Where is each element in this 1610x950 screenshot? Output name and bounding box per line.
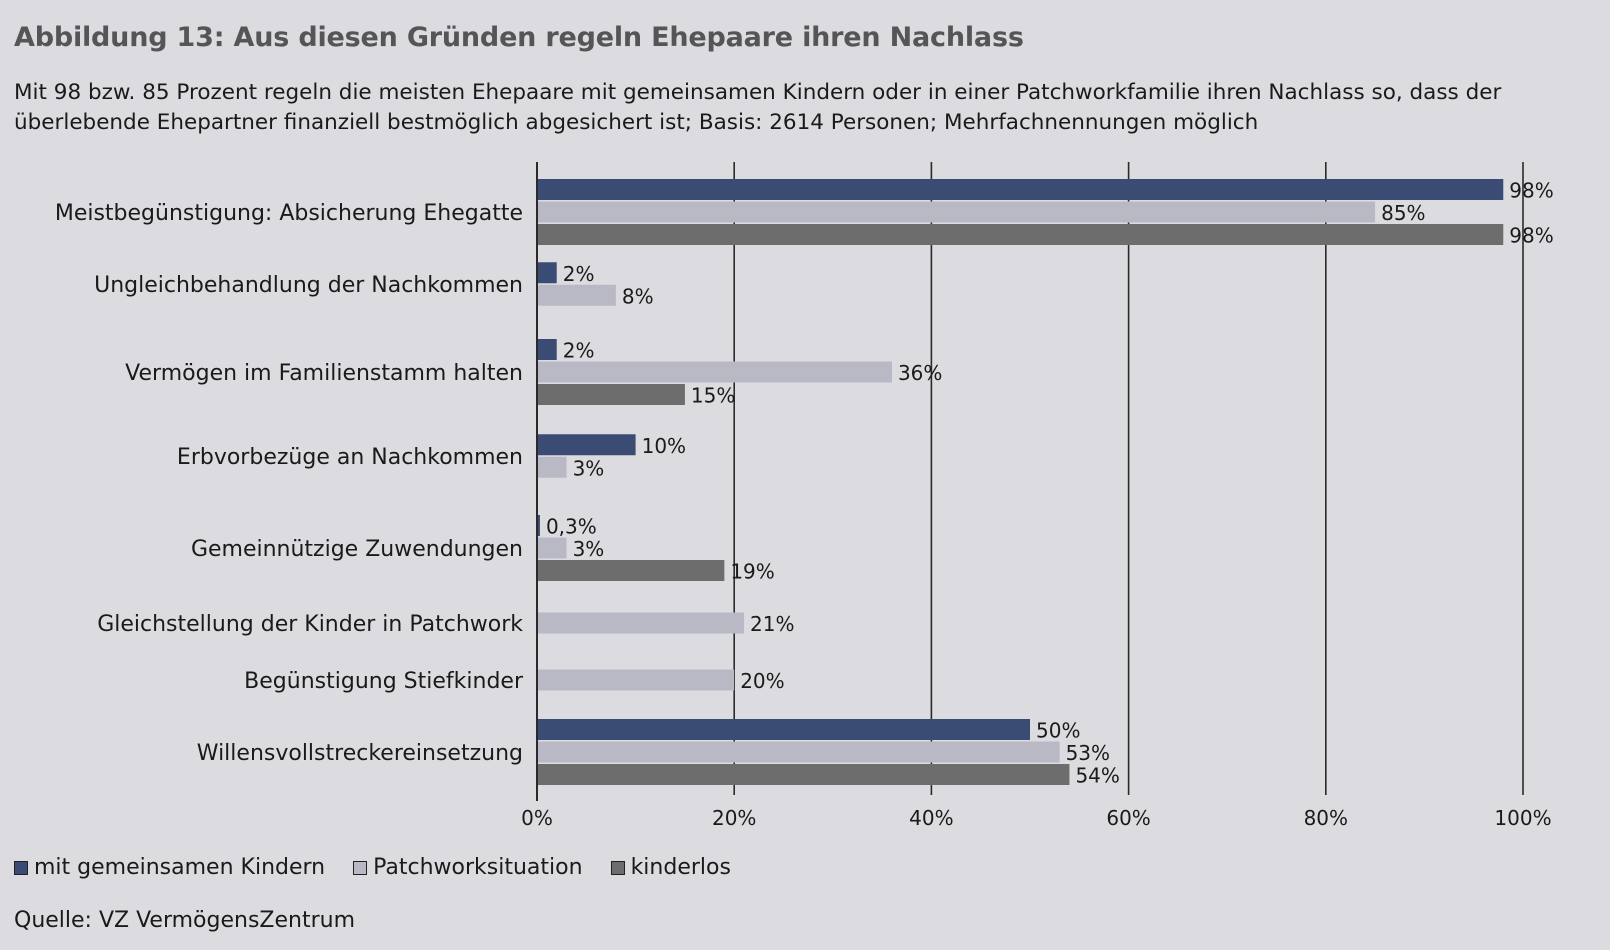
bar-patchwork-6 [537,669,735,691]
data-label-mit_kindern-3: 10% [642,434,686,458]
legend-item-kinderlos: kinderlos [610,855,731,880]
category-label-7: Willensvollstreckereinsetzung [197,741,523,766]
category-label-5: Gleichstellung der Kinder in Patchwork [97,612,523,637]
data-label-mit_kindern-1: 2% [563,262,595,286]
chart-subtitle: Mit 98 bzw. 85 Prozent regeln die meiste… [14,80,1502,135]
x-tick-label-100: 100% [1494,806,1551,830]
data-label-patchwork-1: 8% [622,284,654,308]
data-label-mit_kindern-2: 2% [563,339,595,363]
bar-patchwork-4 [537,537,567,559]
bar-patchwork-2 [537,361,892,383]
bar-kinderlos-7 [537,764,1070,785]
chart-title: Abbildung 13: Aus diesen Gründen regeln … [14,22,1024,53]
bar-kinderlos-4 [537,560,725,581]
data-label-patchwork-3: 3% [573,456,605,480]
bar-patchwork-0 [537,201,1376,223]
x-tick-label-80: 80% [1304,806,1348,830]
x-tick-label-20: 20% [712,806,756,830]
data-label-patchwork-6: 20% [740,669,784,693]
bar-mit_kindern-2 [537,339,557,360]
bar-patchwork-7 [537,741,1060,763]
legend-swatch-mit-kindern [14,860,28,875]
bar-kinderlos-2 [537,384,685,405]
legend: mit gemeinsamen Kindern Patchworksituati… [14,855,759,880]
bar-patchwork-3 [537,456,567,478]
legend-label-mit-kindern: mit gemeinsamen Kindern [34,855,326,880]
bar-patchwork-1 [537,284,616,306]
legend-swatch-patchwork [353,860,368,875]
legend-label-kinderlos: kinderlos [630,855,731,880]
bar-patchwork-5 [537,612,745,634]
category-label-2: Vermögen im Familienstamm halten [125,361,523,386]
data-label-kinderlos-2: 15% [691,384,735,408]
bar-chart: 98% 85% 98% Meistbegünstigung: Absicherung … [55,162,1554,830]
category-label-4: Gemeinnützige Zuwendungen [191,537,523,562]
data-label-patchwork-5: 21% [750,612,794,636]
data-label-patchwork-7: 53% [1066,741,1110,765]
legend-item-patchwork: Patchworksituation [353,855,583,880]
data-label-mit_kindern-4: 0,3% [546,515,597,539]
legend-swatch-kinderlos [610,860,625,875]
category-label-1: Ungleichbehandlung der Nachkommen [94,273,523,298]
bar-mit_kindern-1 [537,262,557,284]
bar-mit_kindern-0 [537,179,1504,200]
category-label-3: Erbvorbezüge an Nachkommen [177,445,523,470]
data-label-patchwork-4: 3% [573,537,605,561]
data-label-mit_kindern-0: 98% [1509,179,1553,203]
data-label-patchwork-2: 36% [898,361,942,385]
data-label-mit_kindern-7: 50% [1036,719,1080,743]
category-label-6: Begünstigung Stiefkinder [244,669,524,694]
category-label-0: Meistbegünstigung: Absicherung Ehegatte [55,201,523,226]
bar-kinderlos-0 [537,224,1504,245]
x-tick-label-40: 40% [909,806,953,830]
data-label-patchwork-0: 85% [1381,201,1425,225]
source-note: Quelle: VZ VermögensZentrum [14,908,355,933]
x-tick-label-60: 60% [1106,806,1150,830]
x-tick-label-0: 0% [521,806,553,830]
bar-mit_kindern-4 [537,515,540,536]
legend-item-mit-kindern: mit gemeinsamen Kindern [14,855,325,880]
bar-mit_kindern-7 [537,719,1030,740]
data-label-kinderlos-4: 19% [730,560,774,584]
data-label-kinderlos-0: 98% [1509,224,1553,248]
legend-label-patchwork: Patchworksituation [373,855,583,880]
data-label-kinderlos-7: 54% [1075,764,1119,788]
bar-mit_kindern-3 [537,434,636,456]
